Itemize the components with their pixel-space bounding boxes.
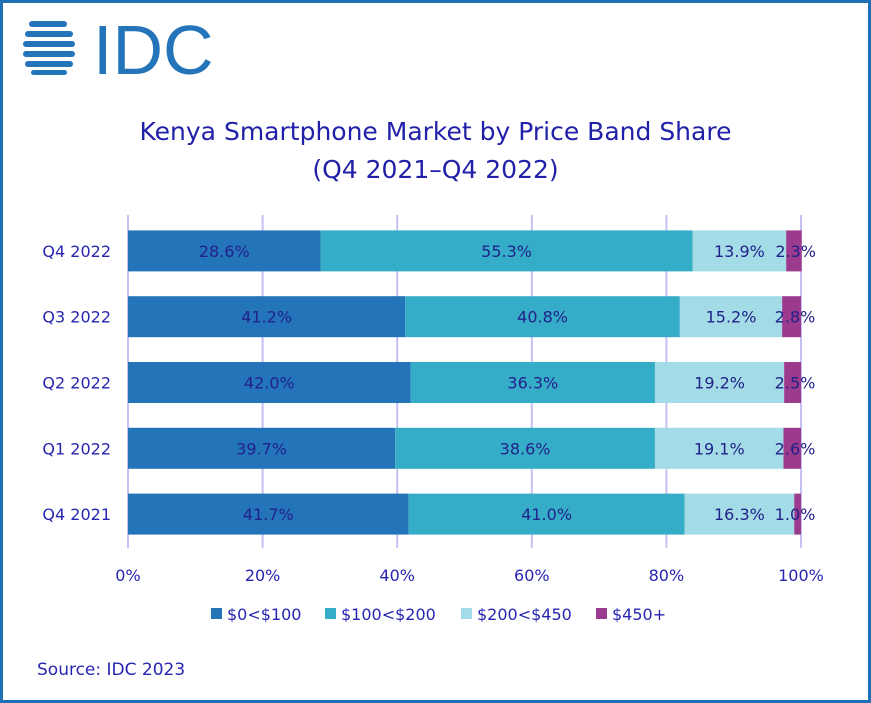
legend-label: $100<$200 bbox=[341, 605, 436, 624]
data-label: 42.0% bbox=[244, 374, 295, 393]
x-tick-label: 60% bbox=[514, 566, 550, 585]
x-tick-label: 0% bbox=[115, 566, 140, 585]
bar-segment bbox=[410, 362, 655, 403]
legend-swatch bbox=[325, 608, 336, 619]
data-label: 41.0% bbox=[521, 505, 572, 524]
bar-segment bbox=[783, 427, 801, 469]
chart-title: Kenya Smartphone Market by Price Band Sh… bbox=[139, 117, 732, 146]
data-label: 41.2% bbox=[241, 308, 292, 327]
bar-segment bbox=[128, 230, 321, 272]
data-label: 2.6% bbox=[775, 439, 816, 458]
bar-segment bbox=[654, 427, 784, 469]
bar-segment bbox=[128, 493, 409, 535]
bar-segment bbox=[782, 296, 801, 338]
data-label: 19.1% bbox=[694, 439, 745, 458]
y-tick-label: Q2 2022 bbox=[42, 374, 111, 393]
bar-segment bbox=[395, 427, 655, 469]
legend-label: $450+ bbox=[612, 605, 666, 624]
x-tick-label: 20% bbox=[245, 566, 281, 585]
x-tick-label: 100% bbox=[778, 566, 824, 585]
data-label: 2.3% bbox=[775, 242, 816, 261]
bar-segment bbox=[692, 230, 787, 272]
svg-text:IDC: IDC bbox=[93, 17, 214, 77]
chart-subtitle: (Q4 2021–Q4 2022) bbox=[312, 155, 559, 184]
data-label: 55.3% bbox=[481, 242, 532, 261]
y-tick-label: Q4 2022 bbox=[42, 242, 111, 261]
idc-logo: IDC bbox=[23, 17, 214, 77]
y-tick-label: Q3 2022 bbox=[42, 308, 111, 327]
y-tick-label: Q4 2021 bbox=[42, 505, 111, 524]
legend-swatch bbox=[211, 608, 222, 619]
bar-segment bbox=[408, 493, 685, 535]
bar-segment bbox=[654, 362, 785, 403]
data-label: 40.8% bbox=[517, 308, 568, 327]
bar-segment bbox=[784, 362, 801, 403]
data-label: 19.2% bbox=[694, 374, 745, 393]
bar-segment bbox=[684, 493, 795, 535]
data-label: 13.9% bbox=[714, 242, 765, 261]
x-tick-label: 40% bbox=[379, 566, 415, 585]
data-label: 38.6% bbox=[500, 439, 551, 458]
data-label: 28.6% bbox=[199, 242, 250, 261]
bar-segment bbox=[679, 296, 783, 338]
bar-segment bbox=[794, 493, 801, 535]
data-label: 39.7% bbox=[236, 439, 287, 458]
bar-segment bbox=[128, 362, 411, 403]
data-label: 15.2% bbox=[706, 308, 757, 327]
legend-swatch bbox=[461, 608, 472, 619]
bar-segment bbox=[128, 427, 396, 469]
data-label: 41.7% bbox=[243, 505, 294, 524]
data-label: 2.8% bbox=[775, 308, 816, 327]
legend-swatch bbox=[596, 608, 607, 619]
legend-label: $0<$100 bbox=[227, 605, 301, 624]
data-label: 2.5% bbox=[775, 374, 816, 393]
chart-title-block: Kenya Smartphone Market by Price Band Sh… bbox=[3, 113, 868, 189]
bar-segment bbox=[405, 296, 680, 338]
bar-segment bbox=[786, 230, 802, 272]
data-label: 16.3% bbox=[714, 505, 765, 524]
source-note: Source: IDC 2023 bbox=[37, 660, 186, 680]
legend-label: $200<$450 bbox=[477, 605, 572, 624]
bar-segment bbox=[128, 296, 406, 338]
x-tick-label: 80% bbox=[649, 566, 685, 585]
data-label: 1.0% bbox=[775, 505, 816, 524]
data-label: 36.3% bbox=[507, 374, 558, 393]
y-tick-label: Q1 2022 bbox=[42, 439, 111, 458]
bar-segment bbox=[320, 230, 693, 272]
chart-plot: 0% 20% 40% 60% 80% 100% Q4 2022 28.6% 55.3% 13.9%… bbox=[42, 215, 824, 624]
